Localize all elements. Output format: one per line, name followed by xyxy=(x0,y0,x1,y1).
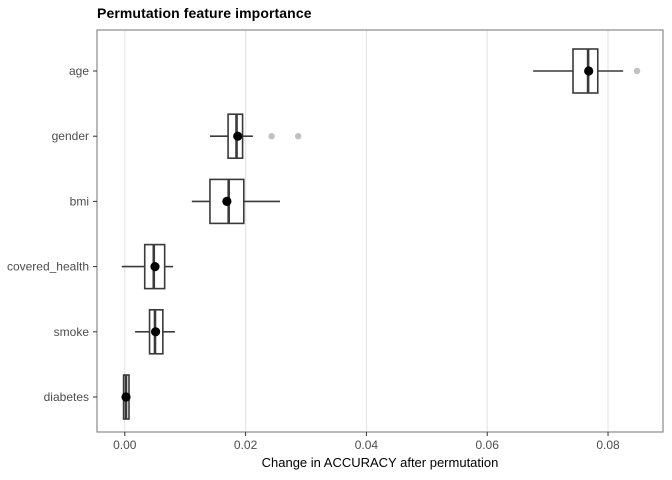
y-axis-label-diabetes: diabetes xyxy=(44,390,89,404)
x-tick-label: 0.04 xyxy=(355,438,379,452)
mean-point-gender xyxy=(233,131,243,141)
x-tick-label: 0.02 xyxy=(234,438,258,452)
x-axis-title: Change in ACCURACY after permutation xyxy=(261,455,499,470)
mean-point-age xyxy=(584,66,594,76)
mean-point-covered_health xyxy=(150,262,160,272)
x-tick-label: 0.08 xyxy=(596,438,620,452)
mean-point-bmi xyxy=(222,196,232,206)
y-axis-label-smoke: smoke xyxy=(54,325,90,339)
y-axis-label-covered_health: covered_health xyxy=(7,260,89,274)
y-axis-label-age: age xyxy=(69,64,89,78)
y-axis-label-gender: gender xyxy=(52,129,89,143)
outlier-point-gender xyxy=(294,133,302,140)
outlier-point-gender xyxy=(268,133,275,140)
plot-panel xyxy=(97,30,663,432)
mean-point-smoke xyxy=(150,327,161,337)
mean-point-diabetes xyxy=(121,392,131,402)
x-tick-label: 0.00 xyxy=(113,438,137,452)
outlier-point-age xyxy=(633,67,641,75)
panel-border xyxy=(96,29,664,433)
y-axis-label-bmi: bmi xyxy=(70,194,89,208)
chart-title: Permutation feature importance xyxy=(97,5,312,21)
x-tick-label: 0.06 xyxy=(476,438,500,452)
